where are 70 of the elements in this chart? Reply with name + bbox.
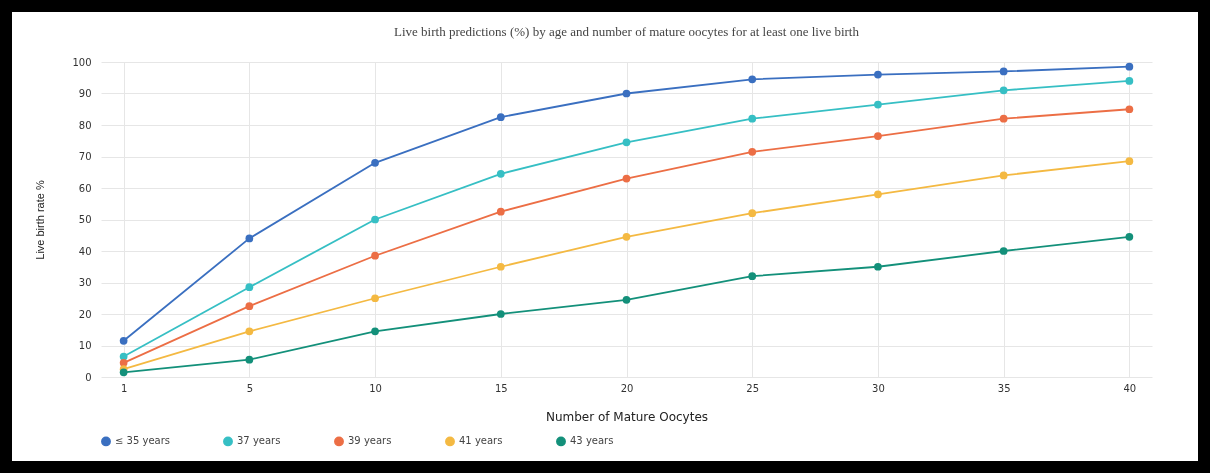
point (245, 234, 254, 243)
x-tick-label: 20 (620, 382, 634, 394)
x-tick-label: 1 (120, 382, 128, 394)
point (371, 215, 379, 224)
point (999, 67, 1008, 76)
point (999, 247, 1008, 255)
y-tick-label: 70 (78, 151, 92, 162)
point (245, 327, 254, 336)
point (1125, 157, 1134, 166)
point (748, 272, 757, 281)
x-tick-label: 40 (1123, 382, 1137, 394)
legend-label: ≤ 35 years (115, 435, 170, 447)
legend-label: 39 years (348, 435, 392, 447)
x-tick-label: 10 (369, 382, 382, 394)
point (496, 113, 505, 121)
point (748, 75, 757, 84)
point (874, 100, 882, 109)
point (999, 114, 1008, 123)
y-tick-label: 40 (78, 245, 92, 257)
point (496, 262, 505, 271)
point (874, 132, 882, 140)
x-tick-label: 35 (997, 382, 1011, 394)
y-tick-label: 10 (78, 340, 92, 351)
y-tick-label: 80 (78, 119, 92, 131)
point (496, 310, 505, 318)
point (622, 232, 631, 241)
legend-label: 37 years (237, 435, 281, 447)
point (999, 86, 1008, 95)
point (245, 283, 254, 292)
point (245, 302, 254, 310)
point (245, 355, 254, 364)
point (496, 169, 505, 178)
y-tick-label: 50 (78, 214, 92, 225)
x-axis-title: Number of Mature Oocytes (545, 409, 709, 424)
legend-label: 43 years (570, 435, 614, 447)
point (999, 171, 1008, 180)
point (748, 209, 757, 218)
y-tick-label: 0 (85, 371, 92, 383)
x-tick-label: 30 (872, 382, 885, 394)
y-tick-label: 100 (72, 56, 92, 68)
point (874, 70, 882, 79)
point (371, 158, 379, 167)
point (371, 327, 379, 336)
point (622, 138, 631, 147)
point (1125, 62, 1134, 71)
x-tick-label: 15 (494, 382, 508, 394)
point (748, 147, 757, 156)
y-tick-label: 30 (78, 277, 92, 288)
y-tick-label: 20 (78, 308, 92, 320)
point (622, 89, 631, 98)
x-tick-label: 25 (746, 382, 760, 394)
y-tick-label: 90 (78, 88, 92, 99)
y-tick-label: 60 (78, 182, 92, 194)
point (622, 295, 631, 304)
point (1125, 77, 1134, 85)
point (1125, 105, 1134, 114)
point (874, 190, 882, 199)
point (371, 294, 379, 303)
point (371, 251, 379, 260)
point (119, 368, 128, 377)
point (622, 174, 631, 183)
point (496, 207, 505, 216)
point (748, 114, 757, 123)
y-axis-title: Live birth rate % (34, 180, 47, 260)
point (874, 262, 882, 271)
legend-label: 41 years (459, 435, 503, 447)
point (1125, 232, 1134, 241)
chart-title: Live birth predictions (%) by age and number of mature oocytes for at least one live birth (394, 24, 860, 39)
x-tick-label: 5 (246, 382, 254, 394)
point (119, 336, 128, 345)
